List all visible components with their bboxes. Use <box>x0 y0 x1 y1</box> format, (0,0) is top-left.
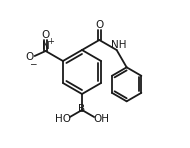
Text: N: N <box>42 41 50 50</box>
Text: O: O <box>41 30 50 40</box>
Text: O: O <box>25 52 34 62</box>
Text: B: B <box>78 104 86 115</box>
Text: +: + <box>47 37 54 46</box>
Text: −: − <box>29 59 37 68</box>
Text: HO: HO <box>55 114 71 124</box>
Text: OH: OH <box>93 114 109 124</box>
Text: O: O <box>95 20 103 30</box>
Text: NH: NH <box>111 40 126 50</box>
